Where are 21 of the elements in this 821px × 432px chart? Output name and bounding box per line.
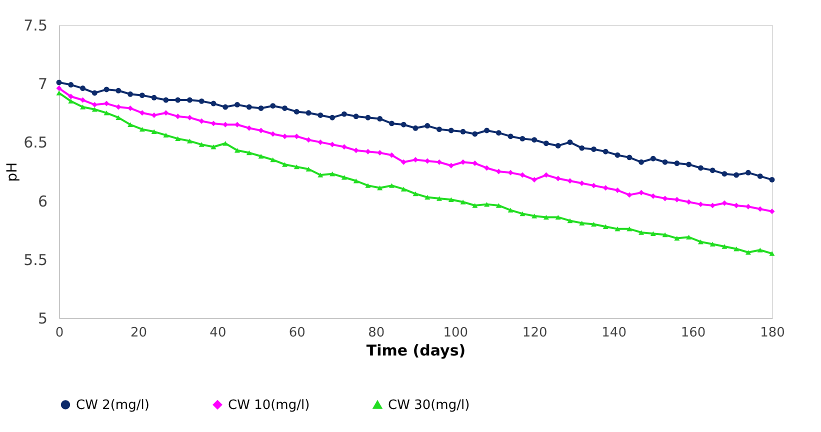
- y-tick-label: 7.5: [24, 16, 48, 34]
- x-axis-title: Time (days): [366, 342, 466, 360]
- x-tick-label: 80: [368, 326, 385, 340]
- x-tick-label: 100: [443, 326, 468, 340]
- y-tick-label: 5.5: [24, 250, 48, 269]
- x-tick-label: 140: [602, 326, 626, 340]
- x-tick-label: 120: [522, 326, 548, 340]
- legend-label: CW 2(mg/l): [76, 398, 150, 413]
- y-axis-title: pH: [4, 162, 21, 182]
- y-tick-label: 7: [38, 75, 48, 94]
- x-tick-label: 60: [288, 326, 306, 340]
- y-tick-label: 6: [38, 192, 48, 210]
- y-tick-label: 5: [38, 310, 48, 328]
- x-tick-label: 160: [680, 326, 706, 340]
- legend-label: CW 30(mg/l): [388, 398, 470, 413]
- x-tick-label: 0: [55, 326, 64, 340]
- legend-label: CW 10(mg/l): [228, 398, 310, 413]
- x-tick-label: 40: [210, 326, 226, 340]
- x-tick-label: 180: [760, 326, 785, 340]
- y-tick-label: 6.5: [24, 134, 48, 152]
- x-tick-label: 20: [130, 326, 147, 340]
